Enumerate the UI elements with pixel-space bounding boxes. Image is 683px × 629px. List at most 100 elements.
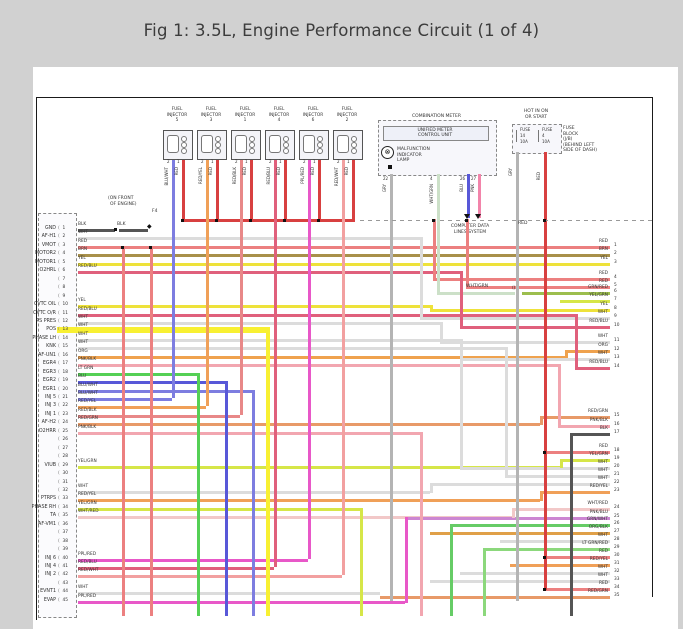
arrow-down-icon [464,214,470,219]
combination-meter-title: COMBINATION METER [412,114,461,119]
ecm-pin-number: 10 [62,302,68,308]
diagram-frame-right [652,97,653,597]
ecm-pin-number: 30 [62,471,68,477]
ecm-pin-color: WHT [78,230,89,236]
wire-segment [516,152,519,601]
wire-segment [390,174,393,601]
fuse-block-side-label-2: BLOCK [563,131,579,137]
ecm-pin-label: INJ 4 [45,564,56,569]
ecm-pin-label: EGR4 [42,361,56,367]
right-pin-color: RED [598,444,608,449]
ecm-pin-color: BLK [78,222,87,227]
injector-coil-icon [283,142,289,148]
right-pin-number: 14 [614,364,620,369]
ecm-pin-bracket: ( [58,352,60,358]
mil-label-line3: LAMP [397,158,410,163]
injector-wire-color-left: RED/WHT [334,167,339,187]
ecm-pin-number: 8 [62,285,66,291]
ecm-pin-number: 26 [62,437,68,443]
ecm-pin-color: YEL/GRN [78,500,97,506]
junction-dot [543,219,546,222]
injector-body-icon [337,135,349,153]
injector-wire-color-right: RED [174,167,179,176]
wire-segment [360,508,363,616]
wire-segment [240,158,243,415]
fuel-injector-label-line1: FUEL [239,107,251,112]
ecm-pin-number: 2 [62,234,66,240]
injector-wire-color-left: RED/BLU [266,167,271,185]
ecm-pin-label: O2HRR [38,428,56,434]
wire-segment [78,364,558,367]
ecm-pin-number: 19 [62,378,68,384]
junction-dot [121,246,124,249]
ecm-pin-bracket: ( [58,597,60,603]
wire-segment [430,532,610,535]
wire-segment [318,158,321,220]
ecm-pin-bracket: ( [58,504,60,510]
right-pin-color: RED [598,271,608,276]
meter-pin-number: 26 [460,176,466,181]
ecm-pin-bracket: ( [58,462,60,468]
ecm-pin-label: MOTOR1 [34,259,56,265]
right-pin-number: 9 [614,314,617,319]
right-pin-color: YEL/GRN [589,293,608,298]
right-pin-number: 25 [614,514,620,519]
wire-segment [225,381,228,616]
right-pin-number: 18 [614,448,620,453]
ecm-pin-label: INJ 5 [45,395,56,400]
wire-segment [544,220,547,590]
wire-segment [78,322,440,325]
wire-segment [430,483,433,493]
ecm-pin-bracket: ( [58,335,60,341]
wire-segment [172,158,175,398]
injector-pin-right: 1 [245,159,248,164]
injector-pin-right: 1 [279,159,282,164]
ecm-pin-label: AF-H2 [41,420,56,426]
ecm-pin-bracket: ( [58,310,60,316]
ecm-pin-bracket: ( [58,302,60,308]
meter-pin-number: 27 [471,176,477,181]
unified-meter-control-unit-box [383,126,489,141]
ecm-pin-label: KNK [46,344,56,350]
fuse1-amps: 10A [520,139,528,144]
fuse2-amps: 10A [542,139,550,144]
right-pin-number: 34 [614,585,620,590]
ecm-pin-number: 7 [62,276,66,282]
wire-segment [430,305,433,312]
fuel-injector-label-line1: FUEL [171,107,183,112]
fuel-injector-number: 5 [175,118,179,123]
wire-segment [437,292,515,295]
injector-coil-icon [181,142,187,148]
ecm-pin-color: LT GRN [78,365,94,371]
right-pin-number: 10 [614,323,620,328]
ecm-pin-bracket: ( [58,513,60,519]
wire-segment [78,516,512,519]
right-pin-color: YEL [600,256,608,261]
wire-segment [575,367,610,370]
wire-segment [466,286,610,289]
ecm-pin-number: 32 [62,487,68,493]
fuel-injector-label-line2: INJECTOR [234,112,256,118]
ecm-pin-bracket: ( [58,361,60,367]
ecm-pin-color: PNK/BLK [78,424,97,430]
injector-coil-icon [351,136,357,142]
wire-segment [540,416,610,419]
wire-segment [78,466,560,469]
wire-segment [460,572,610,575]
ecm-pin-bracket: ( [58,293,60,299]
right-pin-color: WHT [597,310,608,315]
junction-dot [543,556,546,559]
wire-segment [544,152,547,220]
right-pin-number: 5 [614,283,617,288]
ecm-pin-color: YEL/GRN [78,458,97,464]
wire-segment [206,158,209,406]
wire-segment [78,415,240,418]
ecm-pin-bracket: ( [58,572,60,578]
wire-segment [405,517,408,603]
fuse-wire-right-color: RED [536,172,541,181]
injector-coil-icon [317,142,323,148]
injector-coil-icon [249,148,255,154]
wire-segment [544,451,610,454]
right-pin-number: 12 [614,347,620,352]
ecm-pin-number: 40 [62,555,68,561]
